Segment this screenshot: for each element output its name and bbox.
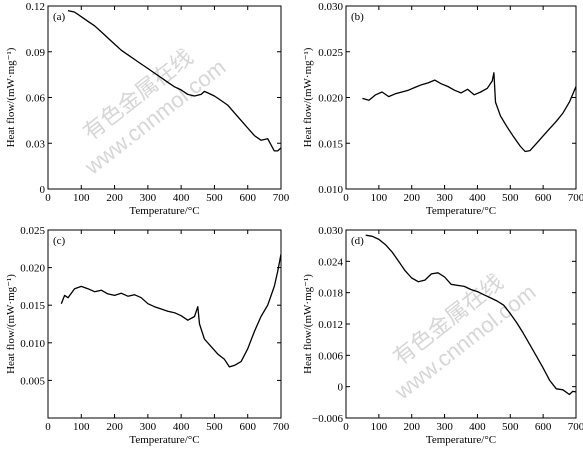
y-tick-label: 0.03 (26, 138, 46, 150)
x-tick-label: 300 (436, 421, 453, 433)
panels-layer: 0 100 200 300 400 500 600 700 0 0.03 0.06 0.09 0.12 (… (5, 1, 583, 446)
x-tick-label: 0 (45, 421, 51, 433)
x-tick-label: 700 (273, 192, 290, 204)
y-tick-label: 0.025 (20, 225, 45, 237)
y-tick-label: 0.030 (318, 225, 343, 237)
y-tick-label: 0.030 (318, 1, 343, 13)
y-tick-label: −0.006 (312, 413, 343, 425)
y-axis-label: Heat flow/(mW·mg⁻¹) (302, 47, 314, 147)
y-tick-label: 0.020 (20, 263, 45, 275)
x-tick-label: 100 (73, 192, 90, 204)
x-tick-label: 0 (45, 192, 51, 204)
x-axis-label: Temperature/°C (426, 205, 496, 217)
x-tick-label: 700 (568, 192, 583, 204)
x-tick-label: 100 (73, 421, 90, 433)
x-tick-label: 500 (502, 192, 519, 204)
x-tick-label: 500 (206, 192, 223, 204)
x-tick-label: 300 (140, 421, 157, 433)
x-tick-label: 200 (403, 421, 420, 433)
x-tick-label: 200 (106, 192, 123, 204)
x-tick-label: 700 (273, 421, 290, 433)
y-axis-label: Heat flow/(mW·mg⁻¹) (5, 47, 17, 147)
y-tick-label: 0.12 (26, 1, 45, 13)
y-tick-label: 0.018 (318, 288, 343, 300)
y-tick-label: 0.010 (20, 338, 45, 350)
x-tick-label: 500 (206, 421, 223, 433)
x-tick-label: 200 (106, 421, 123, 433)
y-tick-label: 0.06 (26, 93, 46, 105)
x-tick-label: 400 (469, 421, 486, 433)
chart-panel-1: 0 100 200 300 400 500 600 700 0 0.03 0.06 0.09 0.12 (… (5, 1, 290, 217)
y-tick-label: 0.010 (318, 184, 343, 196)
x-tick-label: 300 (436, 192, 453, 204)
chart-panel-3: 0 100 200 300 400 500 600 700 0.005 0.010 0.015 0.0… (5, 225, 290, 446)
y-tick-label: 0.024 (318, 256, 343, 268)
y-axis-label: Heat flow/(mW·mg⁻¹) (302, 274, 314, 374)
y-tick-label: 0.09 (26, 47, 46, 59)
y-tick-label: 0.025 (318, 47, 343, 59)
y-tick-label: 0.015 (20, 300, 45, 312)
series-line (67, 9, 282, 152)
panel-label: (c) (53, 235, 66, 247)
y-tick-label: 0.005 (20, 375, 45, 387)
panel-label: (b) (351, 11, 364, 23)
x-tick-label: 100 (371, 192, 388, 204)
y-tick-label: 0 (338, 382, 344, 394)
x-tick-label: 600 (239, 421, 256, 433)
x-tick-label: 600 (535, 192, 552, 204)
y-tick-label: 0.015 (318, 138, 343, 150)
series-line (60, 253, 282, 368)
x-tick-label: 700 (568, 421, 583, 433)
plot-frame (47, 229, 282, 419)
panel-label: (a) (53, 11, 66, 23)
y-tick-label: 0 (40, 184, 46, 196)
y-axis-label: Heat flow/(mW·mg⁻¹) (5, 274, 17, 374)
x-tick-label: 600 (535, 421, 552, 433)
plot-frame (345, 5, 577, 190)
y-tick-label: 0.006 (318, 350, 343, 362)
x-tick-label: 400 (173, 421, 190, 433)
chart-panel-4: 0 100 200 300 400 500 600 700−0.00600.0060.0120… (302, 225, 583, 446)
x-tick-label: 200 (403, 192, 420, 204)
x-tick-label: 0 (343, 421, 349, 433)
series-line (362, 72, 577, 153)
x-axis-label: Temperature/°C (129, 434, 199, 446)
x-axis-label: Temperature/°C (426, 434, 496, 446)
series-line (365, 234, 577, 396)
x-tick-label: 600 (239, 192, 256, 204)
y-tick-label: 0.012 (318, 319, 343, 331)
panel-label: (d) (351, 235, 364, 247)
x-tick-label: 100 (371, 421, 388, 433)
x-tick-label: 400 (173, 192, 190, 204)
x-tick-label: 0 (343, 192, 349, 204)
x-tick-label: 500 (502, 421, 519, 433)
chart-panel-2: 0 100 200 300 400 500 600 700 0.010 0.015 0.020 0.0… (302, 1, 583, 217)
x-axis-label: Temperature/°C (129, 205, 199, 217)
x-tick-label: 400 (469, 192, 486, 204)
x-tick-label: 300 (140, 192, 157, 204)
y-tick-label: 0.020 (318, 93, 343, 105)
